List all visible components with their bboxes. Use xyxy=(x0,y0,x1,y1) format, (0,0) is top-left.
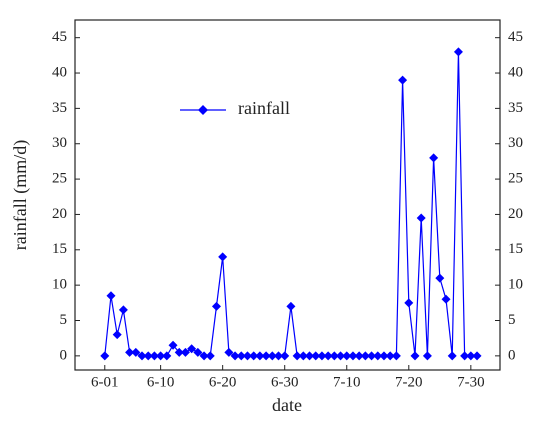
data-point xyxy=(199,351,209,361)
data-point xyxy=(211,301,221,311)
data-point xyxy=(242,351,252,361)
data-point xyxy=(292,351,302,361)
data-point xyxy=(286,301,296,311)
data-point xyxy=(317,351,327,361)
data-point xyxy=(354,351,364,361)
y2-tick-label: 0 xyxy=(508,347,516,363)
data-point xyxy=(435,273,445,283)
data-point xyxy=(267,351,277,361)
data-point xyxy=(441,294,451,304)
legend-label: rainfall xyxy=(238,98,290,118)
y-tick-label: 30 xyxy=(52,135,67,151)
y-tick-label: 45 xyxy=(52,29,67,45)
plot-frame xyxy=(74,19,501,371)
data-point xyxy=(274,351,284,361)
y2-tick-label: 30 xyxy=(508,135,523,151)
data-point xyxy=(236,351,246,361)
data-point xyxy=(373,351,383,361)
legend-marker xyxy=(198,105,208,115)
y-tick-label: 35 xyxy=(52,100,67,116)
y-tick-label: 20 xyxy=(52,206,67,222)
x-tick-label: 6-01 xyxy=(91,374,119,390)
data-point xyxy=(447,351,457,361)
data-point xyxy=(180,347,190,357)
y-tick-label: 40 xyxy=(52,64,67,80)
data-point xyxy=(125,347,135,357)
data-point xyxy=(131,347,141,357)
data-point xyxy=(323,351,333,361)
data-point xyxy=(367,351,377,361)
data-point xyxy=(112,330,122,340)
data-point xyxy=(255,351,265,361)
data-point xyxy=(336,351,346,361)
data-point xyxy=(162,351,172,361)
y-tick-label: 5 xyxy=(60,312,68,328)
y-tick-label: 10 xyxy=(52,277,67,293)
data-point xyxy=(193,347,203,357)
data-point xyxy=(429,153,439,163)
y2-tick-label: 15 xyxy=(508,241,523,257)
data-point xyxy=(280,351,290,361)
data-point xyxy=(100,351,110,361)
data-point xyxy=(149,351,159,361)
data-point xyxy=(168,340,178,350)
data-point xyxy=(298,351,308,361)
data-point xyxy=(472,351,482,361)
data-point xyxy=(187,344,197,354)
x-tick-label: 7-10 xyxy=(333,374,361,390)
data-point xyxy=(422,351,432,361)
y2-tick-label: 10 xyxy=(508,277,523,293)
x-tick-label: 6-30 xyxy=(271,374,299,390)
data-point xyxy=(460,351,470,361)
data-point xyxy=(360,351,370,361)
y-axis-label: rainfall (mm/d) xyxy=(10,140,31,250)
data-point xyxy=(453,47,463,57)
data-point xyxy=(156,351,166,361)
data-point xyxy=(106,291,116,301)
y-tick-label: 15 xyxy=(52,241,67,257)
data-point xyxy=(348,351,358,361)
data-point xyxy=(174,347,184,357)
data-point xyxy=(379,351,389,361)
data-point xyxy=(205,351,215,361)
y2-tick-label: 25 xyxy=(508,171,523,187)
data-point xyxy=(342,351,352,361)
x-tick-label: 6-10 xyxy=(147,374,175,390)
data-point xyxy=(416,213,426,223)
data-point xyxy=(143,351,153,361)
data-point xyxy=(224,347,234,357)
data-point xyxy=(410,351,420,361)
y2-tick-label: 5 xyxy=(508,312,516,328)
data-point xyxy=(404,298,414,308)
x-tick-label: 7-30 xyxy=(457,374,485,390)
y-tick-label: 0 xyxy=(60,347,68,363)
data-point xyxy=(249,351,259,361)
data-point xyxy=(311,351,321,361)
data-point xyxy=(385,351,395,361)
x-tick-label: 7-20 xyxy=(395,374,423,390)
x-axis-label: date xyxy=(272,395,302,415)
data-point xyxy=(398,75,408,85)
data-point xyxy=(218,252,228,262)
data-point xyxy=(391,351,401,361)
data-point xyxy=(137,351,147,361)
data-point xyxy=(118,305,128,315)
y2-tick-label: 45 xyxy=(508,29,523,45)
data-point xyxy=(305,351,315,361)
y2-tick-label: 35 xyxy=(508,100,523,116)
data-point xyxy=(230,351,240,361)
y-tick-label: 25 xyxy=(52,171,67,187)
data-point xyxy=(466,351,476,361)
data-point xyxy=(261,351,271,361)
x-tick-label: 6-20 xyxy=(209,374,237,390)
y2-tick-label: 40 xyxy=(508,64,523,80)
data-point xyxy=(329,351,339,361)
y2-tick-label: 20 xyxy=(508,206,523,222)
